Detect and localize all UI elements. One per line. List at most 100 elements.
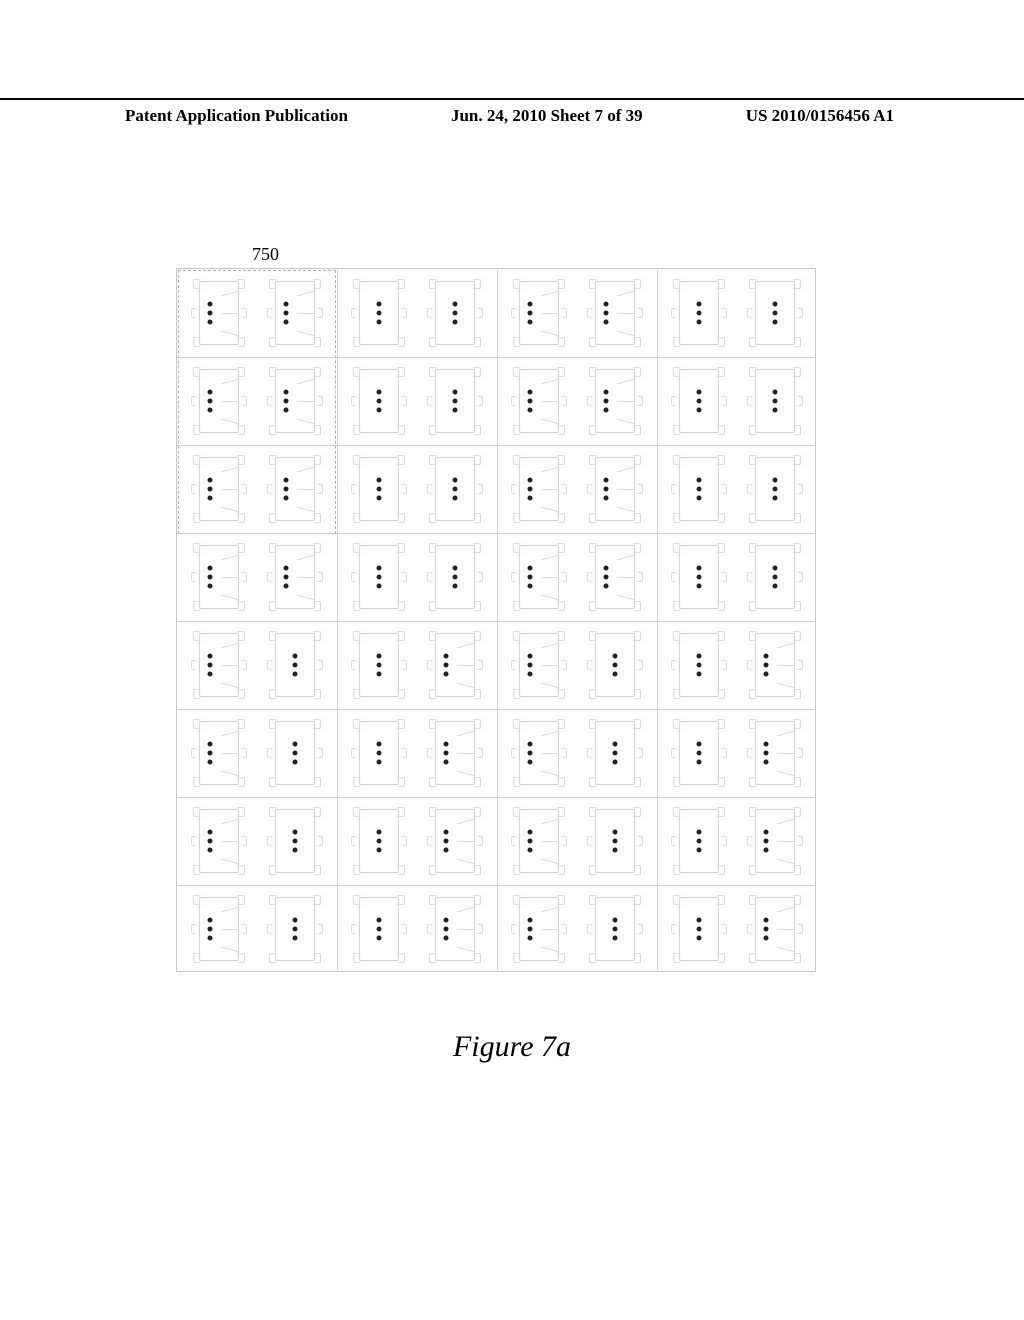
- ic-package-icon: [509, 539, 569, 615]
- ic-package-icon: [189, 803, 249, 879]
- ic-package-icon: [425, 451, 485, 527]
- ic-package-icon: [509, 363, 569, 439]
- ic-package-icon: [189, 891, 249, 967]
- ic-package-icon: [189, 715, 249, 791]
- grid-panel: [337, 533, 497, 621]
- grid-panel: [337, 445, 497, 533]
- ic-package-icon: [349, 451, 409, 527]
- grid-panel: [177, 885, 337, 973]
- ic-package-icon: [265, 715, 325, 791]
- ic-package-icon: [349, 539, 409, 615]
- grid-panel: [657, 621, 817, 709]
- grid-panel: [497, 533, 657, 621]
- ic-package-icon: [265, 803, 325, 879]
- ic-package-icon: [349, 891, 409, 967]
- grid-panel: [177, 445, 337, 533]
- ic-package-icon: [585, 363, 645, 439]
- grid-panel: [337, 885, 497, 973]
- ic-package-icon: [585, 275, 645, 351]
- ic-package-icon: [425, 627, 485, 703]
- grid-panel: [657, 709, 817, 797]
- ic-package-icon: [425, 363, 485, 439]
- grid-panel: [337, 797, 497, 885]
- grid-panel: [657, 533, 817, 621]
- grid-panel: [337, 621, 497, 709]
- reference-numeral-750: 750: [252, 244, 279, 265]
- ic-package-icon: [189, 627, 249, 703]
- header-center: Jun. 24, 2010 Sheet 7 of 39: [451, 106, 643, 126]
- ic-package-icon: [425, 891, 485, 967]
- ic-package-icon: [669, 363, 729, 439]
- grid-panel: [657, 445, 817, 533]
- grid-panel: [497, 709, 657, 797]
- grid-panel: [177, 621, 337, 709]
- grid-panel: [657, 885, 817, 973]
- ic-package-icon: [745, 539, 805, 615]
- grid-panel: [497, 797, 657, 885]
- grid-panel: [337, 269, 497, 357]
- header-left: Patent Application Publication: [125, 106, 348, 126]
- grid-panel: [337, 357, 497, 445]
- ic-package-icon: [745, 803, 805, 879]
- ic-package-icon: [669, 627, 729, 703]
- ic-package-icon: [509, 451, 569, 527]
- ic-package-icon: [585, 539, 645, 615]
- ic-package-icon: [349, 627, 409, 703]
- grid-panel: [497, 357, 657, 445]
- ic-package-icon: [585, 627, 645, 703]
- ic-package-icon: [585, 891, 645, 967]
- ic-package-icon: [585, 803, 645, 879]
- ic-package-icon: [585, 715, 645, 791]
- ic-package-icon: [745, 275, 805, 351]
- ic-package-icon: [745, 891, 805, 967]
- grid-panel: [497, 885, 657, 973]
- ic-package-icon: [669, 891, 729, 967]
- header-right: US 2010/0156456 A1: [746, 106, 894, 126]
- ic-package-icon: [425, 539, 485, 615]
- ic-package-icon: [509, 627, 569, 703]
- ic-package-icon: [265, 363, 325, 439]
- grid-panel: [657, 357, 817, 445]
- grid-panel: [177, 709, 337, 797]
- grid-panel: [337, 709, 497, 797]
- ic-package-icon: [265, 891, 325, 967]
- grid-panel: [497, 269, 657, 357]
- grid-panel: [497, 621, 657, 709]
- ic-package-icon: [669, 539, 729, 615]
- grid-panel: [497, 445, 657, 533]
- grid-panel: [177, 797, 337, 885]
- page-header: Patent Application Publication Jun. 24, …: [0, 98, 1024, 126]
- ic-package-icon: [189, 363, 249, 439]
- ic-package-icon: [669, 803, 729, 879]
- ic-package-icon: [745, 627, 805, 703]
- grid-panel: [177, 269, 337, 357]
- grid-panel: [657, 269, 817, 357]
- ic-package-icon: [585, 451, 645, 527]
- ic-package-icon: [189, 451, 249, 527]
- ic-package-icon: [265, 451, 325, 527]
- ic-package-icon: [349, 275, 409, 351]
- ic-package-icon: [745, 363, 805, 439]
- ic-package-icon: [425, 803, 485, 879]
- ic-package-icon: [669, 451, 729, 527]
- ic-package-icon: [189, 275, 249, 351]
- ic-package-icon: [509, 891, 569, 967]
- ic-package-icon: [669, 715, 729, 791]
- ic-package-icon: [425, 715, 485, 791]
- ic-package-icon: [265, 627, 325, 703]
- grid-panel: [177, 357, 337, 445]
- ic-package-icon: [349, 715, 409, 791]
- ic-package-icon: [349, 803, 409, 879]
- ic-package-icon: [349, 363, 409, 439]
- figure-caption: Figure 7a: [0, 1030, 1024, 1064]
- ic-package-icon: [265, 275, 325, 351]
- ic-package-icon: [509, 715, 569, 791]
- ic-package-icon: [509, 275, 569, 351]
- figure-grid: [176, 268, 816, 972]
- grid-panel: [657, 797, 817, 885]
- ic-package-icon: [425, 275, 485, 351]
- ic-package-icon: [745, 715, 805, 791]
- ic-package-icon: [669, 275, 729, 351]
- ic-package-icon: [189, 539, 249, 615]
- ic-package-icon: [265, 539, 325, 615]
